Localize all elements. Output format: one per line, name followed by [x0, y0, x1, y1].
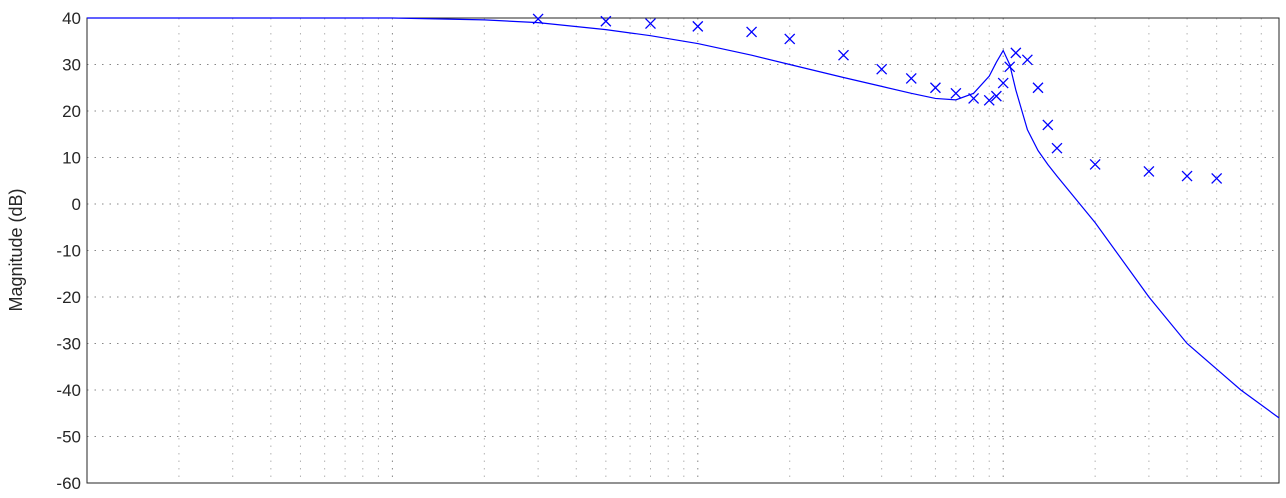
data-marker-5 — [784, 33, 796, 45]
data-marker-23 — [1181, 170, 1193, 182]
data-marker-3 — [692, 20, 704, 32]
y-tick-label-3: 10 — [62, 149, 81, 168]
y-tick-label-0: 40 — [62, 9, 81, 28]
y-tick-label-7: -30 — [56, 335, 81, 354]
series-marker-group — [532, 13, 1223, 184]
data-marker-8 — [905, 72, 917, 84]
data-marker-12 — [983, 94, 995, 106]
y-tick-label-4: 0 — [72, 195, 81, 214]
data-marker-7 — [876, 63, 888, 75]
data-marker-0 — [532, 13, 544, 25]
grid-lines — [87, 18, 1279, 483]
data-marker-10 — [950, 87, 962, 99]
data-marker-1 — [600, 15, 612, 27]
plot-frame — [86, 17, 1280, 484]
y-tick-label-8: -40 — [56, 381, 81, 400]
y-tick-label-10: -60 — [56, 474, 81, 493]
y-tick-labels: 40 30 20 10 0 -10 -20 -30 -40 -50 -60 — [56, 9, 81, 493]
data-marker-21 — [1089, 159, 1101, 170]
y-tick-label-5: -10 — [56, 242, 81, 261]
y-tick-label-2: 20 — [62, 102, 81, 121]
data-marker-14 — [997, 77, 1009, 89]
data-marker-16 — [1010, 47, 1022, 59]
data-marker-11 — [968, 92, 980, 104]
data-marker-18 — [1032, 82, 1044, 94]
data-marker-13 — [990, 90, 1002, 102]
data-marker-22 — [1143, 165, 1155, 177]
data-marker-15 — [1004, 61, 1016, 73]
data-marker-6 — [838, 49, 849, 61]
y-tick-label-6: -20 — [56, 288, 81, 307]
y-axis-label: Magnitude (dB) — [6, 188, 26, 311]
data-marker-19 — [1042, 119, 1054, 131]
data-marker-9 — [929, 82, 941, 94]
y-tick-label-1: 30 — [62, 56, 81, 75]
y-tick-label-9: -50 — [56, 428, 81, 447]
data-marker-4 — [746, 26, 758, 38]
data-marker-20 — [1051, 142, 1063, 154]
data-marker-24 — [1211, 172, 1223, 184]
data-marker-17 — [1021, 54, 1033, 66]
series-line-group — [87, 17, 1280, 419]
series-line-path — [87, 17, 1280, 419]
data-marker-2 — [645, 18, 656, 30]
